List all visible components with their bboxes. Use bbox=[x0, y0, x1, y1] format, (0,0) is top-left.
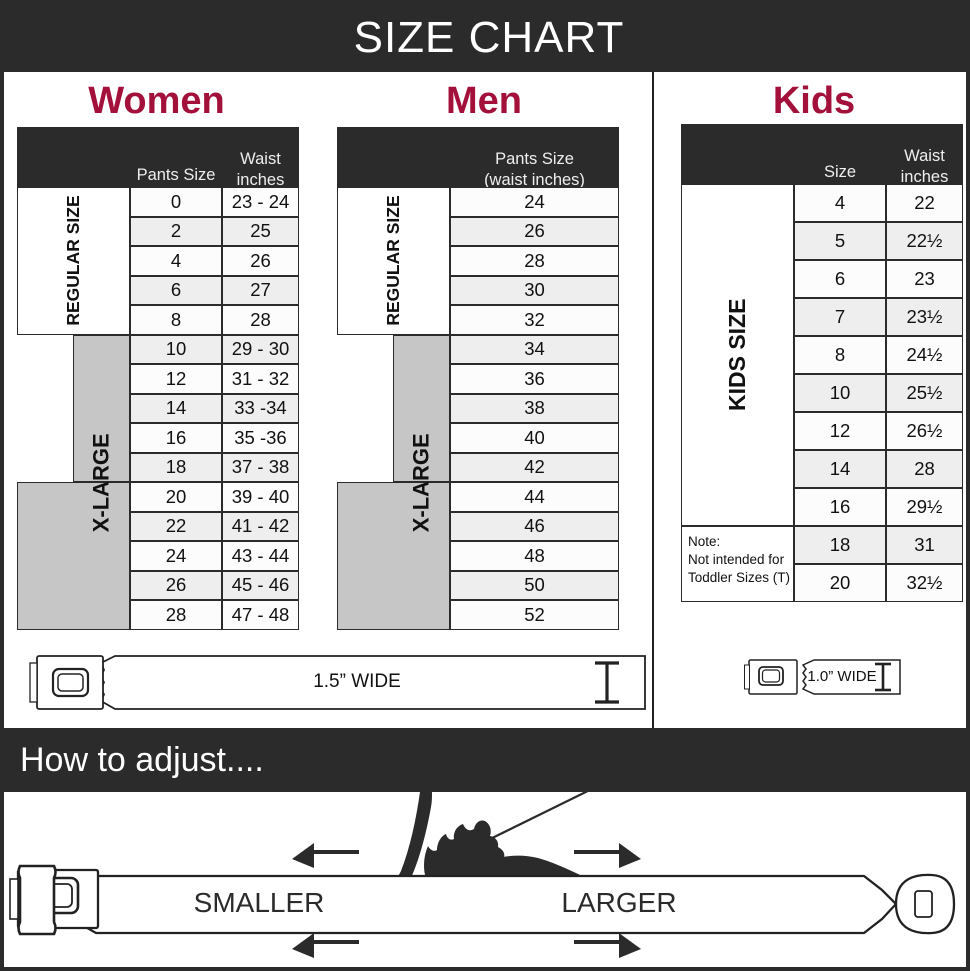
svg-text:LARGER: LARGER bbox=[561, 887, 676, 918]
svg-text:SMALLER: SMALLER bbox=[194, 887, 325, 918]
svg-text:1.5” WIDE: 1.5” WIDE bbox=[313, 671, 401, 692]
svg-text:1.0” WIDE: 1.0” WIDE bbox=[807, 668, 876, 685]
